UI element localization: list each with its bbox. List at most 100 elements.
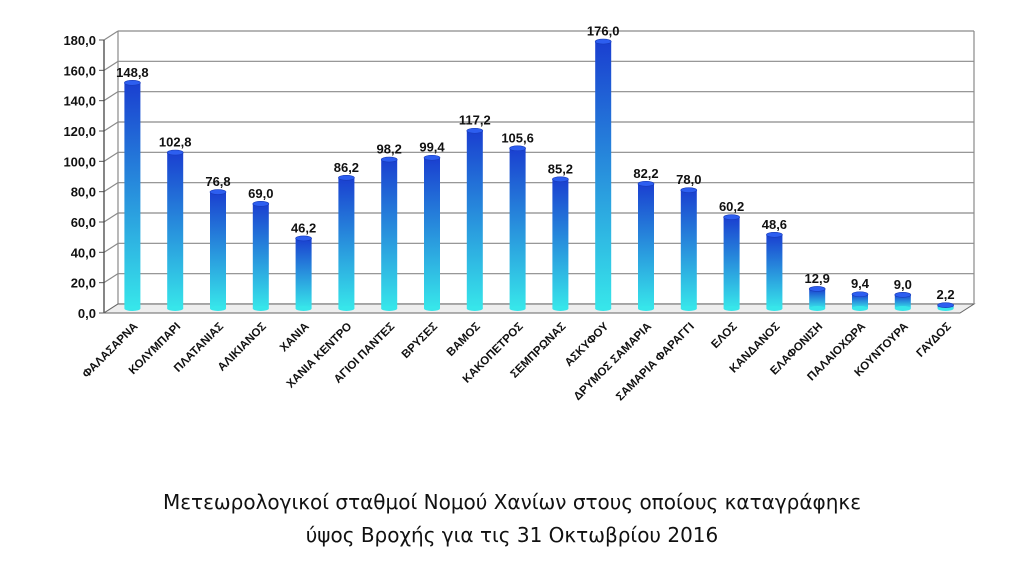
bar-body — [680, 190, 697, 309]
bar-cap — [380, 156, 398, 163]
data-label: 102,8 — [159, 135, 192, 150]
y-tick-label: 140,0 — [63, 94, 96, 109]
bar-base — [466, 306, 483, 311]
data-label: 82,2 — [633, 166, 658, 181]
bar-cap — [209, 189, 227, 195]
bar-body — [381, 159, 398, 309]
bar-base — [509, 306, 526, 311]
bar-cap — [937, 302, 954, 308]
chart-floor — [102, 303, 976, 314]
bar-base — [680, 306, 697, 311]
data-label: 148,8 — [116, 65, 149, 80]
bar — [894, 292, 912, 311]
x-tick-label: ΕΛΟΣ — [709, 321, 739, 351]
bar-body — [809, 288, 826, 309]
bar — [380, 156, 398, 311]
bar-cap — [509, 145, 526, 152]
bar-base — [894, 306, 911, 311]
x-tick-label: ΓΑΥΔΟΣ — [915, 321, 954, 360]
bar-base — [424, 306, 440, 311]
bar — [937, 302, 954, 311]
bar-body — [210, 192, 226, 309]
bar-body — [552, 179, 569, 309]
grid-line-depth — [103, 212, 119, 223]
data-label: 78,0 — [676, 172, 701, 187]
bar — [423, 154, 441, 311]
bar — [124, 80, 141, 311]
bar — [466, 127, 484, 311]
bar-base — [723, 306, 740, 311]
data-label: 9,0 — [894, 277, 912, 292]
bar-cap — [124, 80, 141, 86]
data-label: 9,4 — [851, 276, 870, 291]
bar — [594, 38, 612, 311]
bar-body — [509, 148, 526, 309]
bar-base — [210, 306, 226, 311]
bar-cap — [423, 154, 441, 161]
bar-body — [595, 41, 612, 309]
grid-line-depth — [103, 121, 119, 132]
bar — [166, 149, 184, 311]
data-label: 117,2 — [459, 113, 491, 128]
bar-body — [424, 157, 440, 309]
data-label: 86,2 — [334, 160, 359, 175]
y-tick-label: 100,0 — [63, 154, 96, 169]
bar — [637, 181, 655, 311]
bar-body — [766, 234, 783, 309]
bar-body — [852, 294, 868, 309]
data-label: 99,4 — [419, 140, 445, 155]
data-label: 85,2 — [548, 161, 573, 176]
x-tick-label: ΧΑΝΙΑ — [278, 321, 312, 355]
bar — [766, 231, 783, 311]
bar-base — [381, 306, 398, 311]
bar-base — [167, 306, 184, 311]
bar-base — [638, 306, 654, 311]
grid-line-depth — [103, 151, 119, 162]
data-label: 12,9 — [805, 271, 830, 286]
rainfall-bar-chart: 0,0 20,0 40,0 60,0 80,0 100,0 120,0 140,0 160,0 1… — [63, 24, 976, 403]
bar-body — [894, 294, 911, 309]
y-tick-label: 0,0 — [78, 306, 96, 321]
bar-cap — [295, 235, 312, 242]
bar-body — [338, 177, 355, 309]
data-labels: 148,8 102,8 76,8 69,0 46,2 86,2 98,2 99,4 117,2 1… — [116, 24, 955, 303]
y-tick-label: 160,0 — [63, 63, 96, 78]
bar-body — [295, 238, 312, 309]
caption-line-2: ύψος Βροχής για τις 31 Οκτωβρίου 2016 — [305, 523, 719, 547]
bar-cap — [851, 291, 869, 298]
bar-cap — [637, 181, 655, 187]
bar — [252, 201, 270, 311]
data-label: 98,2 — [377, 142, 402, 157]
data-label: 2,2 — [937, 287, 955, 302]
bar-base — [252, 306, 269, 311]
data-label: 105,6 — [501, 130, 534, 145]
bar — [209, 189, 227, 311]
bar-cap — [766, 231, 783, 238]
y-tick-label: 80,0 — [71, 185, 96, 200]
bar-layer — [124, 38, 954, 311]
x-tick-label: ΒΑΜΟΣ — [445, 321, 483, 359]
bar — [338, 174, 355, 311]
y-tick-label: 60,0 — [71, 215, 96, 230]
data-label: 48,6 — [762, 217, 787, 232]
bar-base — [552, 306, 569, 311]
grid-line-depth — [103, 30, 119, 41]
bar-cap — [552, 176, 569, 183]
grid-line-depth — [103, 60, 119, 71]
bar-cap — [166, 149, 184, 156]
grid-line-depth — [103, 273, 119, 284]
bar-base — [809, 306, 826, 311]
bar — [295, 235, 312, 311]
bar-cap — [723, 214, 740, 220]
bar-base — [295, 306, 312, 311]
bar-base — [338, 306, 355, 311]
grid-line-depth — [103, 182, 119, 193]
bar-body — [638, 183, 654, 309]
bar-body — [167, 152, 184, 309]
y-tick-label: 180,0 — [63, 33, 96, 48]
grid-layer — [99, 30, 976, 314]
caption-line-1: Μετεωρολογικοί σταθμοί Νομού Χανίων στου… — [162, 490, 862, 514]
bar — [723, 214, 740, 311]
y-axis-ticks: 0,0 20,0 40,0 60,0 80,0 100,0 120,0 140,0 160,0 1… — [63, 33, 96, 321]
